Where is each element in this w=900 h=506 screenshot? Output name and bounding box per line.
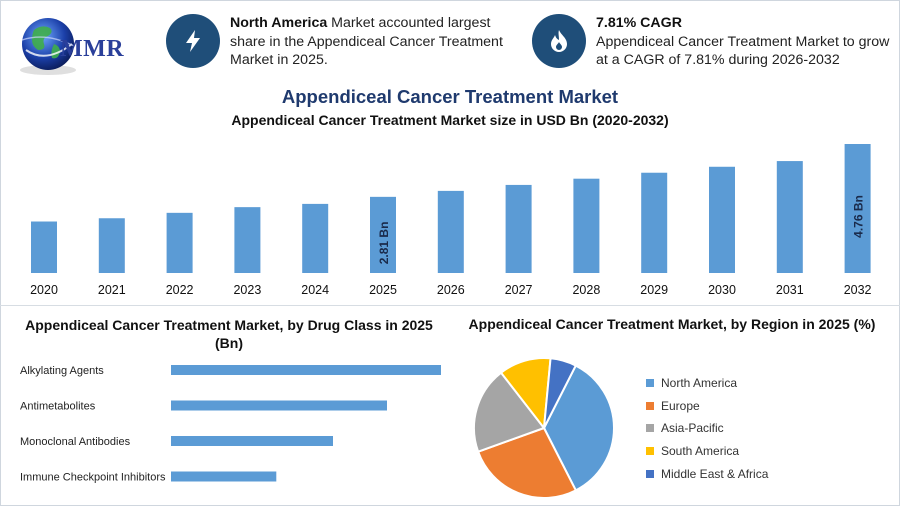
market-size-bar-chart: 2020 2021 2022 2023 2024 2025 2.81 Bn 2026 2027 2… — [30, 144, 872, 297]
legend-label: Europe — [661, 398, 700, 413]
x-tick-label: 2030 — [708, 283, 736, 297]
region-chart-title: Appendiceal Cancer Treatment Market, by … — [468, 316, 876, 332]
bar-2031 — [776, 161, 803, 273]
legend-label: Asia-Pacific — [661, 421, 724, 436]
bar-2027 — [505, 184, 532, 273]
bar-2032 — [844, 144, 871, 273]
x-tick-label: 2020 — [30, 283, 58, 297]
x-tick-label: 2032 — [844, 283, 872, 297]
highlight-body: Market accounted largest share in the Ap… — [230, 15, 503, 68]
bar-2028 — [573, 178, 600, 273]
drug-class-chart-title: Appendiceal Cancer Treatment Market, by … — [25, 317, 433, 351]
x-tick-label: 2027 — [505, 283, 533, 297]
x-tick-label: 2023 — [233, 283, 261, 297]
legend-item: Europe — [646, 395, 768, 418]
x-tick-label: 2026 — [437, 283, 465, 297]
legend-swatch — [646, 469, 654, 478]
highlight-text: 7.81% CAGR Appendiceal Cancer Treatment M… — [596, 14, 894, 70]
mmr-logo — [20, 18, 76, 75]
legend-label: Middle East & Africa — [661, 466, 769, 481]
highlight-text: North America Market accounted largest s… — [230, 14, 516, 70]
highlight-bold: North America — [230, 15, 328, 31]
x-tick-label: 2029 — [640, 283, 668, 297]
bar-2022 — [166, 212, 193, 273]
drug-class-label: Antimetabolites — [20, 401, 96, 413]
highlight-market-share: North America Market accounted largest s… — [166, 14, 516, 70]
flame-icon — [532, 14, 586, 68]
region-legend: North America Europe Asia-Pacific South Ame… — [646, 372, 768, 485]
drug-class-label: Alkylating Agents — [20, 365, 104, 377]
legend-swatch — [646, 379, 654, 388]
highlight-cagr: 7.81% CAGR Appendiceal Cancer Treatment M… — [532, 14, 894, 70]
legend-item: North America — [646, 372, 768, 395]
pie-slice — [476, 426, 578, 499]
bar-chart-subtitle: Appendiceal Cancer Treatment Market size… — [231, 112, 669, 128]
pie-slice — [543, 357, 578, 429]
legend-label: South America — [661, 444, 740, 459]
x-tick-label: 2021 — [98, 283, 126, 297]
bar-2030 — [709, 166, 735, 273]
highlight-bold: 7.81% CAGR — [596, 15, 682, 31]
legend-item: South America — [646, 440, 768, 463]
logo-text: MMR — [60, 36, 125, 62]
legend-swatch — [646, 447, 654, 456]
x-tick-label: 2031 — [776, 283, 804, 297]
data-label: 2.81 Bn — [377, 222, 391, 265]
legend-label: North America — [661, 376, 738, 391]
legend-swatch — [646, 424, 654, 433]
legend-item: Middle East & Africa — [646, 462, 768, 485]
drug-class-label: Immune Checkpoint Inhibitors — [20, 472, 166, 484]
bar-2021 — [98, 218, 125, 273]
bar-2024 — [302, 203, 329, 273]
pie-slice — [473, 371, 546, 454]
section-divider — [0, 305, 900, 306]
drug-class-bar-chart: Alkylating Agents Antimetabolites Monoclon… — [20, 365, 441, 484]
x-tick-label: 2028 — [572, 283, 600, 297]
region-pie-chart — [473, 357, 615, 499]
lightning-icon — [166, 14, 220, 68]
x-tick-label: 2024 — [301, 283, 329, 297]
bar-2023 — [234, 207, 261, 273]
bar-2020 — [31, 221, 57, 273]
drug-class-bar — [171, 436, 333, 446]
x-tick-label: 2025 — [369, 283, 397, 297]
drug-class-bar — [171, 471, 277, 482]
x-tick-label: 2022 — [166, 283, 194, 297]
bar-2029 — [641, 172, 668, 273]
legend-item: Asia-Pacific — [646, 417, 768, 440]
legend-swatch — [646, 401, 654, 410]
drug-class-bar — [171, 365, 441, 375]
main-title: Appendiceal Cancer Treatment Market — [281, 86, 619, 107]
bar-2026 — [437, 190, 464, 273]
data-label: 4.76 Bn — [852, 195, 866, 238]
highlight-body: Appendiceal Cancer Treatment Market to g… — [596, 33, 890, 69]
bar-2025 — [370, 196, 396, 273]
drug-class-bar — [171, 400, 387, 411]
drug-class-label: Monoclonal Antibodies — [20, 436, 131, 448]
pie-slice — [542, 364, 615, 492]
